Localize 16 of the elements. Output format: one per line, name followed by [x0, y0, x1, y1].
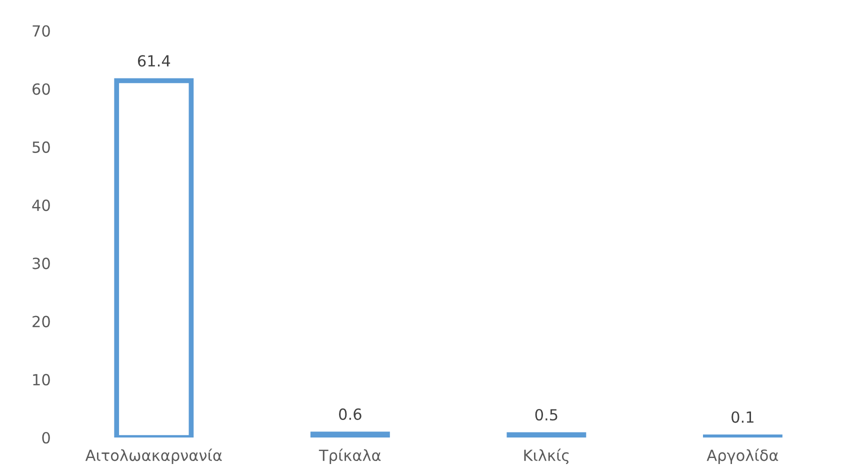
y-tick-label: 50 [32, 141, 50, 153]
x-tick-label: Αιτολωακαρνανία [85, 448, 222, 464]
y-tick-label: 60 [32, 83, 50, 95]
x-tick-label: Αργολίδα [706, 448, 778, 464]
y-tick-label: 10 [33, 374, 50, 386]
data-label: 0.1 [732, 411, 754, 423]
y-tick-label: 40 [32, 200, 50, 212]
data-label: 0.5 [535, 408, 558, 421]
x-tick-label: Τρίκαλα [318, 448, 381, 464]
y-tick-label: 30 [32, 258, 50, 270]
data-label: 61.4 [138, 55, 170, 67]
y-tick-label: 0 [42, 432, 50, 444]
data-label: 0.6 [339, 408, 362, 420]
x-tick-label: Κιλκίς [524, 448, 569, 464]
y-tick-label: 70 [32, 25, 50, 37]
y-tick-label: 20 [32, 316, 50, 328]
